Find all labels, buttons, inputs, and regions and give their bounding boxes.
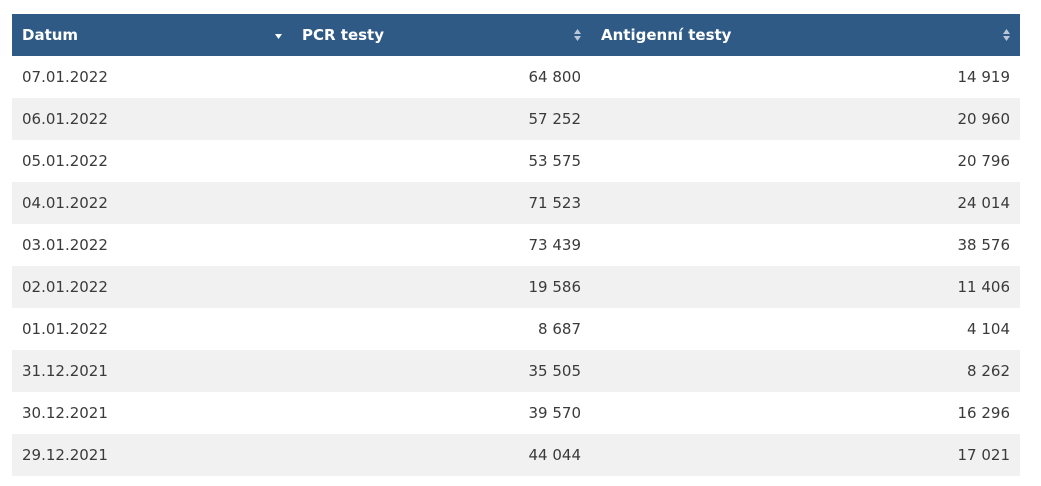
cell-antigen: 24 014: [957, 194, 1011, 212]
cell-pcr: 39 570: [528, 404, 582, 422]
cell-antigen: 20 960: [957, 110, 1011, 128]
cell-antigen: 38 576: [957, 236, 1011, 254]
table-row: 05.01.2022 53 575 20 796: [12, 140, 1020, 182]
cell-pcr: 73 439: [528, 236, 582, 254]
table-row: 03.01.2022 73 439 38 576: [12, 224, 1020, 266]
table-body: 07.01.2022 64 800 14 919 06.01.2022 57 2…: [12, 56, 1020, 476]
cell-antigen: 4 104: [967, 320, 1010, 338]
cell-pcr: 57 252: [528, 110, 582, 128]
column-label-antigen: Antigenní testy: [601, 26, 732, 44]
sort-both-icon: [1003, 29, 1010, 41]
cell-pcr: 19 586: [528, 278, 582, 296]
header-row: Datum PCR testy Antigenní testy: [12, 14, 1020, 56]
table-row: 30.12.2021 39 570 16 296: [12, 392, 1020, 434]
column-header-pcr[interactable]: PCR testy: [292, 14, 591, 56]
cell-antigen: 20 796: [957, 152, 1011, 170]
column-header-antigen[interactable]: Antigenní testy: [591, 14, 1020, 56]
table-row: 01.01.2022 8 687 4 104: [12, 308, 1020, 350]
cell-antigen: 17 021: [957, 446, 1011, 464]
cell-pcr: 53 575: [528, 152, 582, 170]
data-table-container: Datum PCR testy Antigenní testy: [12, 14, 1020, 476]
cell-date: 04.01.2022: [22, 194, 108, 212]
cell-pcr: 35 505: [528, 362, 582, 380]
cell-date: 01.01.2022: [22, 320, 108, 338]
table-row: 06.01.2022 57 252 20 960: [12, 98, 1020, 140]
cell-date: 30.12.2021: [22, 404, 108, 422]
table-row: 29.12.2021 44 044 17 021: [12, 434, 1020, 476]
column-label-pcr: PCR testy: [302, 26, 384, 44]
cell-pcr: 8 687: [538, 320, 581, 338]
cell-antigen: 14 919: [957, 68, 1011, 86]
sort-desc-icon: [275, 34, 282, 39]
cell-pcr: 71 523: [528, 194, 582, 212]
sort-both-icon: [574, 29, 581, 41]
table-row: 02.01.2022 19 586 11 406: [12, 266, 1020, 308]
cell-date: 06.01.2022: [22, 110, 108, 128]
cell-pcr: 44 044: [528, 446, 582, 464]
cell-date: 03.01.2022: [22, 236, 108, 254]
table-row: 04.01.2022 71 523 24 014: [12, 182, 1020, 224]
table-row: 31.12.2021 35 505 8 262: [12, 350, 1020, 392]
cell-date: 31.12.2021: [22, 362, 108, 380]
cell-date: 02.01.2022: [22, 278, 108, 296]
cell-date: 05.01.2022: [22, 152, 108, 170]
cell-antigen: 11 406: [957, 278, 1011, 296]
cell-date: 29.12.2021: [22, 446, 108, 464]
column-header-datum[interactable]: Datum: [12, 14, 292, 56]
cell-antigen: 8 262: [967, 362, 1010, 380]
cell-pcr: 64 800: [528, 68, 582, 86]
table-header: Datum PCR testy Antigenní testy: [12, 14, 1020, 56]
table-row: 07.01.2022 64 800 14 919: [12, 56, 1020, 98]
column-label-datum: Datum: [22, 26, 79, 44]
testing-table: Datum PCR testy Antigenní testy: [12, 14, 1020, 476]
cell-antigen: 16 296: [957, 404, 1011, 422]
cell-date: 07.01.2022: [22, 68, 108, 86]
